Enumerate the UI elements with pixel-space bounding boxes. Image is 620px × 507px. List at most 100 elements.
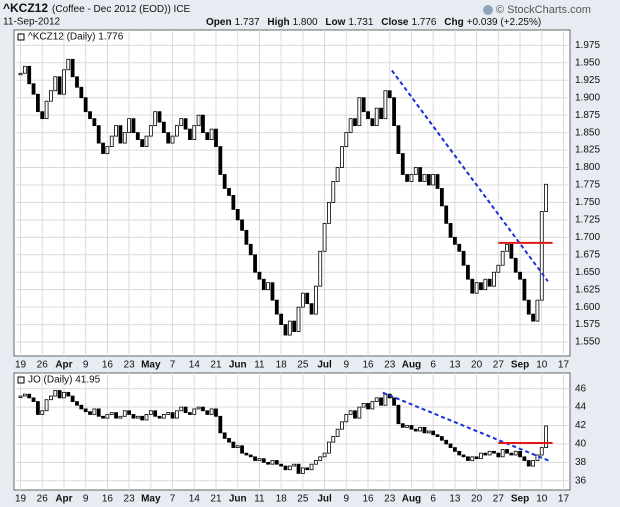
- candle-body: [331, 436, 336, 443]
- y-tick-label: 1.550: [575, 337, 600, 348]
- candle-body: [18, 395, 23, 398]
- candle-body: [500, 449, 505, 458]
- candle-body: [331, 181, 336, 203]
- candle-body: [544, 425, 549, 449]
- candle-body: [379, 107, 383, 120]
- candle-body: [322, 222, 327, 252]
- candle-body: [296, 306, 301, 332]
- x-tick-label: 13: [449, 494, 461, 505]
- candle-body: [31, 83, 36, 95]
- candle-body: [366, 403, 370, 410]
- candle-body: [531, 460, 535, 467]
- candle-body: [44, 100, 49, 120]
- candle-body: [487, 450, 492, 456]
- candle-body: [418, 426, 423, 432]
- x-tick-label: 23: [384, 494, 396, 505]
- x-tick-label: 9: [83, 494, 89, 505]
- plot-area: [13, 29, 571, 357]
- candle-body: [75, 401, 79, 406]
- legend-icon: [17, 33, 25, 41]
- candle-body: [274, 299, 279, 315]
- candle-body: [466, 456, 470, 461]
- stat-value: 1.800: [293, 17, 318, 28]
- candle-body: [266, 282, 271, 291]
- candle-body: [539, 211, 544, 301]
- x-tick-label: Apr: [55, 360, 72, 371]
- y-tick-label: 38: [575, 457, 587, 468]
- candle-body: [257, 458, 262, 461]
- candle-body: [448, 443, 453, 449]
- candle-body: [253, 254, 257, 273]
- candle-body: [62, 69, 66, 95]
- x-tick-label: 9: [344, 360, 350, 371]
- y-tick-label: 1.650: [575, 267, 600, 278]
- candle-body: [114, 412, 118, 419]
- candle-body: [270, 460, 275, 465]
- candle-body: [409, 425, 414, 430]
- candle-body: [83, 97, 88, 113]
- plot-area: [13, 372, 571, 491]
- candle-body: [266, 461, 271, 465]
- candle-body: [96, 408, 101, 417]
- candle-body: [457, 450, 462, 456]
- candle-body: [466, 264, 470, 280]
- source: © StockCharts.com: [496, 4, 591, 16]
- candle-body: [531, 313, 535, 322]
- candle-body: [44, 399, 49, 412]
- candle-body: [539, 447, 544, 456]
- candle-body: [474, 282, 479, 294]
- candle-body: [444, 439, 449, 445]
- x-tick-label: 23: [384, 360, 396, 371]
- stat-label: High: [267, 17, 289, 28]
- trendline: [382, 391, 550, 462]
- candle-body: [227, 438, 231, 443]
- x-tick-label: 17: [558, 494, 570, 505]
- candle-body: [148, 410, 153, 415]
- candle-body: [439, 436, 444, 441]
- candle-body: [188, 412, 192, 415]
- candle-body: [148, 125, 153, 137]
- candle-body: [509, 243, 514, 259]
- candle-body: [92, 408, 97, 415]
- x-tick-label: 14: [189, 494, 201, 505]
- candle-body: [422, 426, 427, 434]
- candle-body: [196, 114, 201, 127]
- candle-body: [392, 97, 396, 127]
- y-tick-label: 1.825: [575, 145, 600, 156]
- candle-body: [431, 174, 436, 186]
- candle-body: [461, 250, 466, 266]
- candle-body: [75, 76, 79, 88]
- candle-body: [109, 412, 114, 415]
- candle-body: [396, 125, 401, 154]
- y-tick-label: 1.575: [575, 319, 600, 330]
- legend-label: ^KCZ12 (Daily) 1.776: [28, 32, 124, 43]
- candle-body: [318, 250, 323, 287]
- y-tick-label: 36: [575, 475, 587, 486]
- candle-body: [88, 111, 92, 120]
- candle-body: [335, 428, 340, 437]
- candle-body: [461, 454, 466, 458]
- y-tick-label: 1.800: [575, 162, 600, 173]
- candle-body: [57, 390, 62, 399]
- candle-body: [505, 243, 509, 252]
- candle-body: [496, 264, 501, 273]
- candle-body: [209, 128, 214, 140]
- x-tick-label: 10: [536, 360, 548, 371]
- candle-body: [340, 146, 344, 168]
- candle-body: [27, 393, 32, 399]
- x-tick-label: 27: [493, 494, 505, 505]
- candle-body: [166, 132, 171, 144]
- stat-label: Open: [206, 17, 232, 28]
- y-tick-label: 1.775: [575, 180, 600, 191]
- candle-body: [244, 452, 249, 456]
- candle-body: [270, 282, 275, 301]
- x-tick-label: 21: [210, 360, 222, 371]
- y-tick-label: 1.750: [575, 197, 600, 208]
- candle-body: [452, 447, 457, 452]
- candle-body: [18, 72, 23, 76]
- candle-body: [105, 414, 110, 419]
- candle-body: [135, 415, 140, 419]
- candle-body: [444, 205, 449, 224]
- x-tick-label: 19: [15, 494, 27, 505]
- candle-body: [157, 111, 162, 123]
